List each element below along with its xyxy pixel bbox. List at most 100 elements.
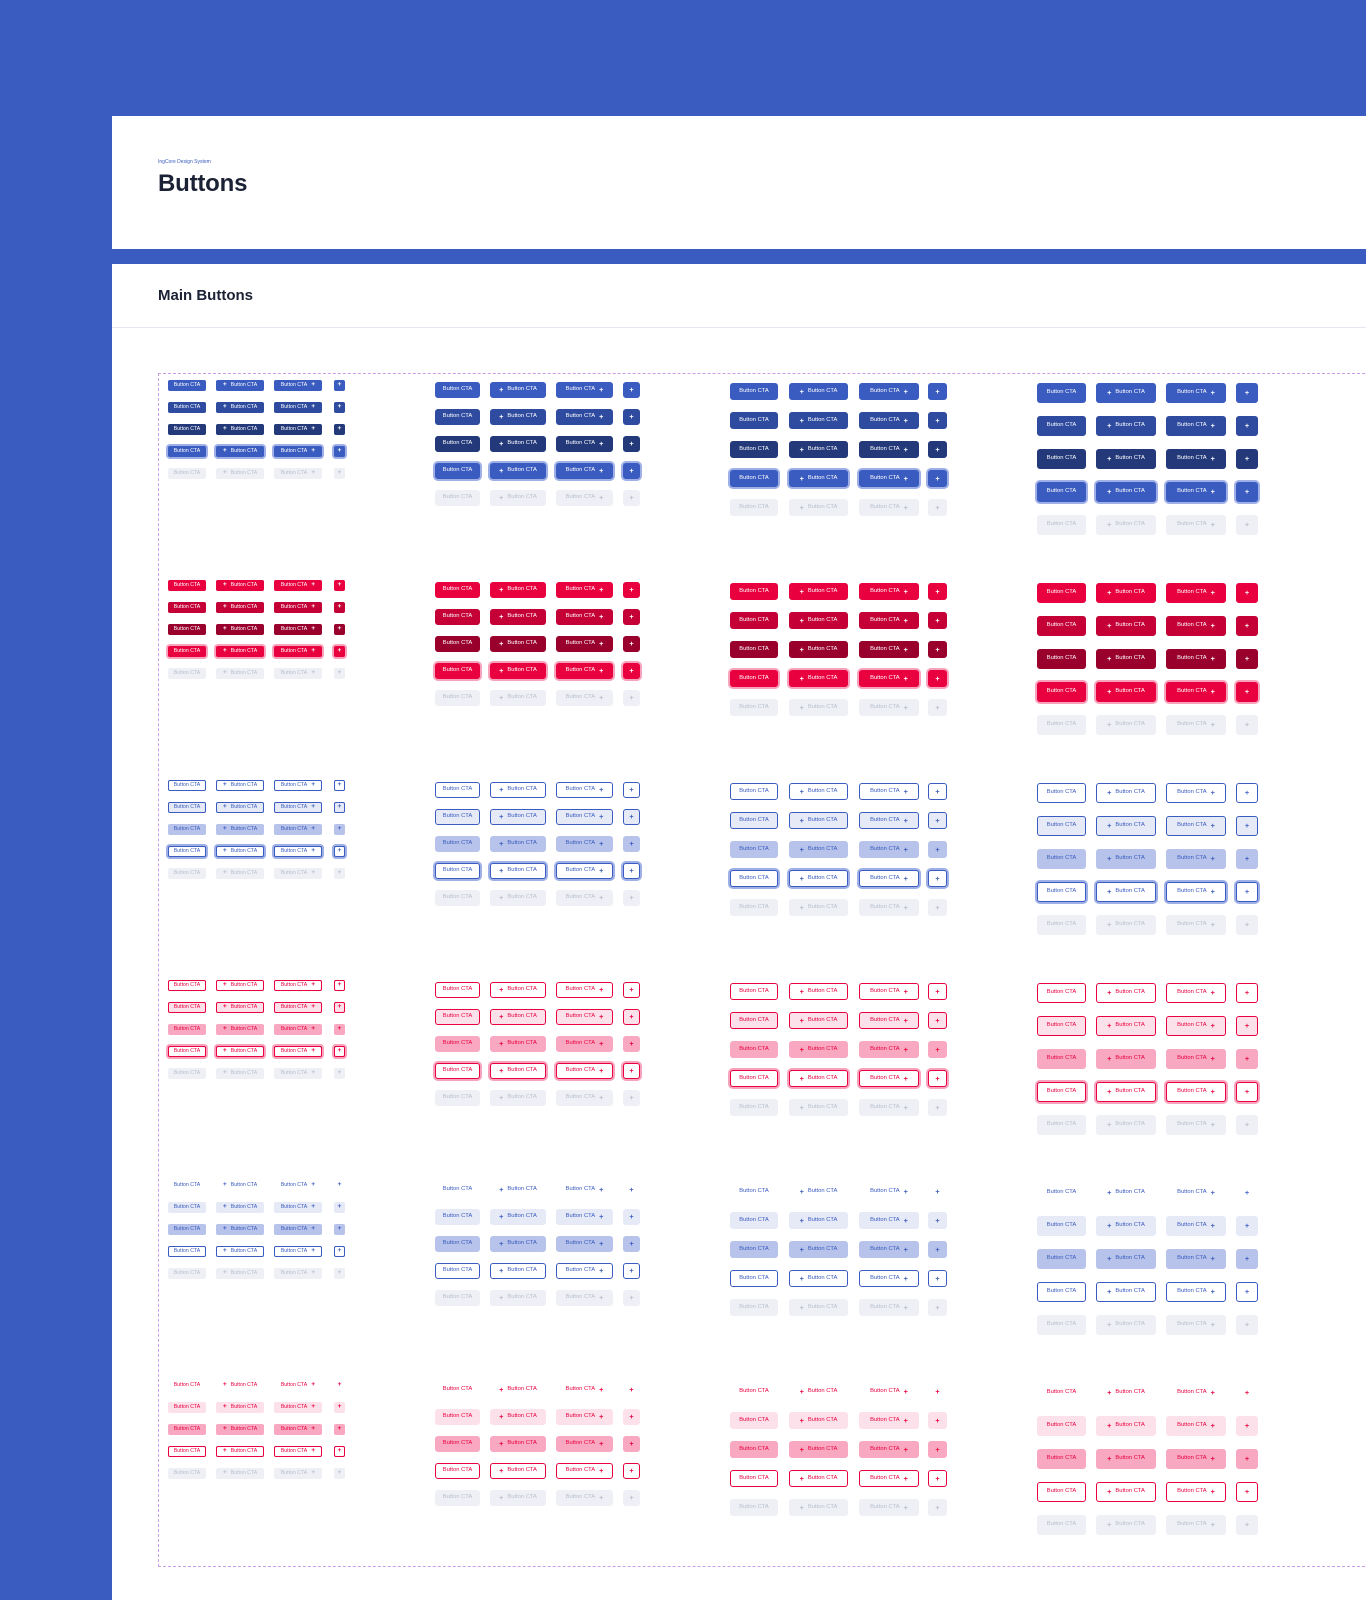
blue-ghost-sm-hover-trailing-icon-button[interactable]: Button CTA + [556, 1209, 613, 1225]
primary-blue-solid-xs-pressed-label-only-button[interactable]: Button CTA [168, 424, 206, 435]
red-outline-lg-disabled-leading-icon-button[interactable]: + Button CTA [1096, 1115, 1156, 1135]
red-ghost-sm-hover-label-only-button[interactable]: Button CTA [435, 1409, 480, 1425]
blue-ghost-lg-hover-leading-icon-button[interactable]: + Button CTA [1096, 1216, 1156, 1236]
primary-blue-solid-xs-default-label-only-button[interactable]: Button CTA [168, 380, 206, 391]
danger-red-solid-sm-hover-icon-only-button[interactable]: + [623, 609, 640, 625]
primary-blue-solid-sm-focused-trailing-icon-button[interactable]: Button CTA + [556, 463, 613, 479]
blue-outline-md-pressed-trailing-icon-button[interactable]: Button CTA + [859, 841, 919, 858]
blue-outline-lg-disabled-trailing-icon-button[interactable]: Button CTA + [1166, 915, 1226, 935]
danger-red-solid-md-default-icon-only-button[interactable]: + [928, 583, 947, 600]
danger-red-solid-xs-disabled-label-only-button[interactable]: Button CTA [168, 668, 206, 679]
blue-outline-md-pressed-leading-icon-button[interactable]: + Button CTA [789, 841, 848, 858]
blue-outline-lg-disabled-label-only-button[interactable]: Button CTA [1037, 915, 1086, 935]
red-outline-xs-disabled-icon-only-button[interactable]: + [334, 1068, 345, 1079]
blue-ghost-md-hover-label-only-button[interactable]: Button CTA [730, 1212, 778, 1229]
blue-ghost-xs-disabled-icon-only-button[interactable]: + [334, 1268, 345, 1279]
red-outline-xs-disabled-leading-icon-button[interactable]: + Button CTA [216, 1068, 264, 1079]
blue-ghost-md-hover-trailing-icon-button[interactable]: Button CTA + [859, 1212, 919, 1229]
blue-outline-xs-disabled-leading-icon-button[interactable]: + Button CTA [216, 868, 264, 879]
red-outline-md-pressed-trailing-icon-button[interactable]: Button CTA + [859, 1041, 919, 1058]
red-outline-xs-default-leading-icon-button[interactable]: + Button CTA [216, 980, 264, 991]
blue-outline-lg-hover-icon-only-button[interactable]: + [1236, 816, 1258, 836]
blue-outline-sm-disabled-trailing-icon-button[interactable]: Button CTA + [556, 890, 613, 906]
blue-ghost-md-default-trailing-icon-button[interactable]: Button CTA + [859, 1183, 919, 1200]
blue-ghost-sm-disabled-trailing-icon-button[interactable]: Button CTA + [556, 1290, 613, 1306]
blue-outline-md-hover-leading-icon-button[interactable]: + Button CTA [789, 812, 848, 829]
red-ghost-xs-hover-trailing-icon-button[interactable]: Button CTA + [274, 1402, 322, 1413]
blue-ghost-sm-disabled-leading-icon-button[interactable]: + Button CTA [490, 1290, 546, 1306]
danger-red-solid-xs-pressed-icon-only-button[interactable]: + [334, 624, 345, 635]
red-ghost-md-hover-icon-only-button[interactable]: + [928, 1412, 947, 1429]
blue-outline-md-hover-icon-only-button[interactable]: + [928, 812, 947, 829]
red-outline-xs-default-label-only-button[interactable]: Button CTA [168, 980, 206, 991]
danger-red-solid-xs-focused-icon-only-button[interactable]: + [334, 646, 345, 657]
danger-red-solid-md-hover-label-only-button[interactable]: Button CTA [730, 612, 778, 629]
blue-outline-lg-focused-trailing-icon-button[interactable]: Button CTA + [1166, 882, 1226, 902]
blue-outline-xs-focused-trailing-icon-button[interactable]: Button CTA + [274, 846, 322, 857]
danger-red-solid-lg-pressed-leading-icon-button[interactable]: + Button CTA [1096, 649, 1156, 669]
blue-outline-sm-focused-icon-only-button[interactable]: + [623, 863, 640, 879]
primary-blue-solid-md-hover-label-only-button[interactable]: Button CTA [730, 412, 778, 429]
red-ghost-xs-focused-leading-icon-button[interactable]: + Button CTA [216, 1446, 264, 1457]
red-ghost-lg-disabled-label-only-button[interactable]: Button CTA [1037, 1515, 1086, 1535]
blue-ghost-xs-default-label-only-button[interactable]: Button CTA [168, 1180, 206, 1191]
primary-blue-solid-md-hover-leading-icon-button[interactable]: + Button CTA [789, 412, 848, 429]
red-ghost-lg-pressed-trailing-icon-button[interactable]: Button CTA + [1166, 1449, 1226, 1469]
danger-red-solid-md-default-label-only-button[interactable]: Button CTA [730, 583, 778, 600]
red-ghost-md-focused-icon-only-button[interactable]: + [928, 1470, 947, 1487]
primary-blue-solid-sm-disabled-label-only-button[interactable]: Button CTA [435, 490, 480, 506]
blue-outline-lg-default-label-only-button[interactable]: Button CTA [1037, 783, 1086, 803]
red-ghost-sm-default-label-only-button[interactable]: Button CTA [435, 1382, 480, 1398]
red-outline-sm-focused-leading-icon-button[interactable]: + Button CTA [490, 1063, 546, 1079]
red-outline-lg-focused-leading-icon-button[interactable]: + Button CTA [1096, 1082, 1156, 1102]
red-outline-xs-pressed-leading-icon-button[interactable]: + Button CTA [216, 1024, 264, 1035]
danger-red-solid-xs-disabled-leading-icon-button[interactable]: + Button CTA [216, 668, 264, 679]
danger-red-solid-md-pressed-icon-only-button[interactable]: + [928, 641, 947, 658]
blue-outline-sm-default-trailing-icon-button[interactable]: Button CTA + [556, 782, 613, 798]
red-outline-xs-pressed-icon-only-button[interactable]: + [334, 1024, 345, 1035]
danger-red-solid-xs-focused-leading-icon-button[interactable]: + Button CTA [216, 646, 264, 657]
blue-outline-xs-hover-label-only-button[interactable]: Button CTA [168, 802, 206, 813]
blue-ghost-md-focused-label-only-button[interactable]: Button CTA [730, 1270, 778, 1287]
primary-blue-solid-xs-disabled-leading-icon-button[interactable]: + Button CTA [216, 468, 264, 479]
blue-ghost-xs-default-icon-only-button[interactable]: + [334, 1180, 345, 1191]
danger-red-solid-lg-disabled-label-only-button[interactable]: Button CTA [1037, 715, 1086, 735]
blue-ghost-lg-disabled-trailing-icon-button[interactable]: Button CTA + [1166, 1315, 1226, 1335]
danger-red-solid-sm-focused-trailing-icon-button[interactable]: Button CTA + [556, 663, 613, 679]
danger-red-solid-xs-focused-label-only-button[interactable]: Button CTA [168, 646, 206, 657]
danger-red-solid-xs-default-label-only-button[interactable]: Button CTA [168, 580, 206, 591]
blue-outline-md-hover-trailing-icon-button[interactable]: Button CTA + [859, 812, 919, 829]
red-ghost-md-pressed-leading-icon-button[interactable]: + Button CTA [789, 1441, 848, 1458]
primary-blue-solid-xs-focused-label-only-button[interactable]: Button CTA [168, 446, 206, 457]
danger-red-solid-md-pressed-leading-icon-button[interactable]: + Button CTA [789, 641, 848, 658]
blue-ghost-sm-disabled-label-only-button[interactable]: Button CTA [435, 1290, 480, 1306]
red-outline-sm-disabled-label-only-button[interactable]: Button CTA [435, 1090, 480, 1106]
blue-ghost-md-disabled-icon-only-button[interactable]: + [928, 1299, 947, 1316]
primary-blue-solid-lg-disabled-label-only-button[interactable]: Button CTA [1037, 515, 1086, 535]
danger-red-solid-sm-disabled-icon-only-button[interactable]: + [623, 690, 640, 706]
primary-blue-solid-sm-disabled-trailing-icon-button[interactable]: Button CTA + [556, 490, 613, 506]
red-outline-sm-default-icon-only-button[interactable]: + [623, 982, 640, 998]
blue-outline-sm-disabled-leading-icon-button[interactable]: + Button CTA [490, 890, 546, 906]
primary-blue-solid-xs-default-leading-icon-button[interactable]: + Button CTA [216, 380, 264, 391]
red-outline-xs-default-trailing-icon-button[interactable]: Button CTA + [274, 980, 322, 991]
blue-ghost-xs-pressed-trailing-icon-button[interactable]: Button CTA + [274, 1224, 322, 1235]
primary-blue-solid-lg-hover-icon-only-button[interactable]: + [1236, 416, 1258, 436]
primary-blue-solid-md-focused-leading-icon-button[interactable]: + Button CTA [789, 470, 848, 487]
blue-ghost-xs-hover-trailing-icon-button[interactable]: Button CTA + [274, 1202, 322, 1213]
red-outline-lg-default-trailing-icon-button[interactable]: Button CTA + [1166, 983, 1226, 1003]
red-ghost-xs-default-leading-icon-button[interactable]: + Button CTA [216, 1380, 264, 1391]
red-ghost-lg-default-leading-icon-button[interactable]: + Button CTA [1096, 1383, 1156, 1403]
danger-red-solid-xs-disabled-trailing-icon-button[interactable]: Button CTA + [274, 668, 322, 679]
danger-red-solid-md-default-leading-icon-button[interactable]: + Button CTA [789, 583, 848, 600]
red-ghost-md-disabled-icon-only-button[interactable]: + [928, 1499, 947, 1516]
danger-red-solid-xs-hover-leading-icon-button[interactable]: + Button CTA [216, 602, 264, 613]
red-outline-xs-focused-label-only-button[interactable]: Button CTA [168, 1046, 206, 1057]
red-outline-sm-pressed-icon-only-button[interactable]: + [623, 1036, 640, 1052]
blue-outline-md-pressed-icon-only-button[interactable]: + [928, 841, 947, 858]
blue-outline-md-hover-label-only-button[interactable]: Button CTA [730, 812, 778, 829]
primary-blue-solid-lg-disabled-leading-icon-button[interactable]: + Button CTA [1096, 515, 1156, 535]
red-outline-xs-disabled-label-only-button[interactable]: Button CTA [168, 1068, 206, 1079]
red-ghost-sm-pressed-label-only-button[interactable]: Button CTA [435, 1436, 480, 1452]
red-ghost-xs-default-trailing-icon-button[interactable]: Button CTA + [274, 1380, 322, 1391]
